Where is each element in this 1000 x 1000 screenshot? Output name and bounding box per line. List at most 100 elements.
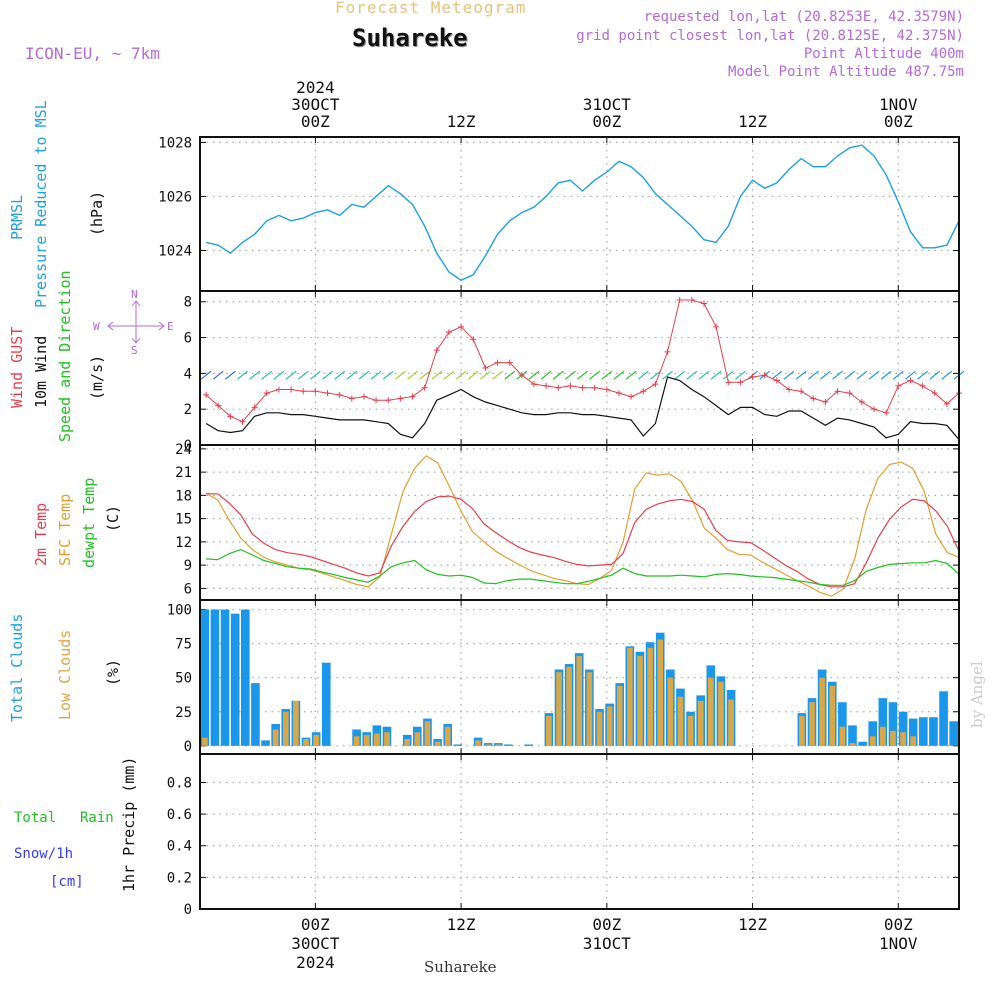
time-label-top: 1NOV	[879, 95, 918, 114]
cloud-low-bar	[576, 655, 583, 746]
cloud-total-bar	[220, 609, 230, 746]
wind-direction-arrow	[674, 370, 686, 380]
wind-direction-arrow	[322, 370, 333, 380]
time-label-top: 00Z	[301, 112, 330, 131]
point-altitude: Point Altitude 400m	[803, 46, 964, 62]
time-label-top: 2024	[296, 78, 335, 97]
y-tick-label: 0.2	[167, 870, 192, 886]
time-label-top: 12Z	[738, 112, 767, 131]
gust-marker	[530, 381, 537, 388]
cloud-low-bar	[353, 736, 360, 746]
gust-marker	[555, 384, 562, 391]
wind-direction-arrow	[589, 370, 601, 380]
y-tick-label: 100	[167, 603, 192, 619]
gust-marker	[822, 399, 829, 406]
wind-direction-arrow	[844, 370, 856, 380]
y-tick-label: 1028	[158, 135, 192, 151]
cloud-total-bar	[848, 725, 857, 746]
gust-marker	[591, 384, 598, 391]
gust-marker	[348, 395, 355, 402]
cloud-low-bar	[708, 677, 714, 746]
gust-marker	[251, 404, 258, 411]
wind-direction-arrow	[686, 370, 698, 380]
cloud-low-bar	[880, 726, 886, 746]
cloud-low-bar	[647, 647, 653, 746]
gust-marker	[688, 296, 695, 303]
y-tick-label: 75	[175, 637, 192, 653]
time-label-bottom: 30OCT	[291, 934, 340, 953]
time-label-top: 30OCT	[291, 95, 340, 114]
cloud-total-bar	[210, 609, 220, 746]
y-tick-label: 25	[175, 705, 192, 721]
cloud-low-bar	[303, 739, 309, 746]
gust-marker	[943, 400, 950, 407]
t2m-line	[206, 493, 960, 588]
wind-direction-arrow	[917, 370, 928, 380]
gust-marker	[700, 300, 707, 307]
gust-line	[205, 299, 960, 423]
wind-direction-arrow	[722, 370, 734, 380]
wind-direction-arrow	[504, 370, 516, 380]
gust-marker	[834, 388, 841, 395]
gust-marker	[385, 397, 392, 404]
cloud-low-bar	[495, 744, 502, 746]
wind-direction-arrow	[795, 370, 807, 380]
wind-direction-arrow	[212, 370, 224, 380]
gust-marker	[263, 390, 270, 397]
location-title: Suhareke	[352, 24, 468, 52]
wind-direction-arrow	[358, 370, 370, 380]
time-label-bottom: 12Z	[738, 915, 767, 934]
wind-direction-arrow	[552, 370, 564, 380]
gust-marker	[445, 329, 452, 336]
cloud-low-bar	[485, 744, 491, 746]
rain-label-2: Rain	[80, 810, 114, 826]
y-tick-label: 6	[184, 331, 192, 347]
cloud-low-bar	[829, 685, 836, 746]
model-label: ICON-EU, ~ 7km	[25, 44, 160, 63]
gust-marker	[919, 382, 926, 389]
wind-direction-arrow	[285, 370, 297, 380]
y-tick-label: 50	[175, 671, 192, 687]
wind-direction-arrow	[601, 370, 613, 380]
wind-direction-arrow	[710, 370, 722, 380]
wind-direction-arrow	[382, 370, 394, 380]
wind-direction-arrow	[455, 370, 467, 380]
gust-marker	[336, 391, 343, 398]
gust-marker	[895, 382, 902, 389]
cloud-total-bar	[888, 702, 898, 746]
y-tick-label: 0	[184, 739, 192, 755]
wind-direction-arrow	[807, 370, 819, 380]
gust-marker	[275, 386, 282, 393]
wind-direction-arrow	[880, 370, 892, 380]
gust-marker	[749, 373, 756, 380]
cloud-total-bar	[251, 683, 260, 746]
cloud-low-bar	[890, 730, 896, 746]
wind-direction-arrow	[492, 370, 503, 380]
gust-marker	[907, 377, 914, 384]
cloud-low-bar	[374, 733, 380, 746]
cloud-low-bar	[809, 702, 815, 746]
snow-unit: [cm]	[50, 874, 84, 890]
gust-marker	[203, 391, 210, 398]
cloud-total-bar	[919, 717, 928, 746]
gust-marker	[628, 393, 635, 400]
cloud-low-bar	[313, 734, 319, 746]
cloud-low-bar	[667, 677, 674, 746]
cloud-total-bar	[939, 691, 948, 746]
y-tick-label: 1026	[158, 189, 192, 205]
model-altitude: Model Point Altitude 487.75m	[727, 64, 964, 80]
bottom-location-label: Suhareke	[424, 958, 497, 976]
cloud-total-bar	[230, 613, 240, 746]
gust-marker	[482, 365, 489, 371]
wind-direction-arrow	[771, 370, 783, 380]
time-label-bottom: 1NOV	[879, 934, 918, 953]
cloud-low-bar	[687, 715, 694, 746]
gust-marker	[433, 347, 440, 354]
time-label-top: 12Z	[447, 112, 476, 131]
gust-marker	[288, 386, 295, 393]
y-tick-label: 24	[175, 442, 192, 458]
cloud-low-bar	[606, 706, 613, 746]
wind-direction-arrow	[431, 370, 443, 380]
cloud-low-bar	[616, 685, 623, 746]
wind-direction-arrow	[565, 370, 576, 380]
